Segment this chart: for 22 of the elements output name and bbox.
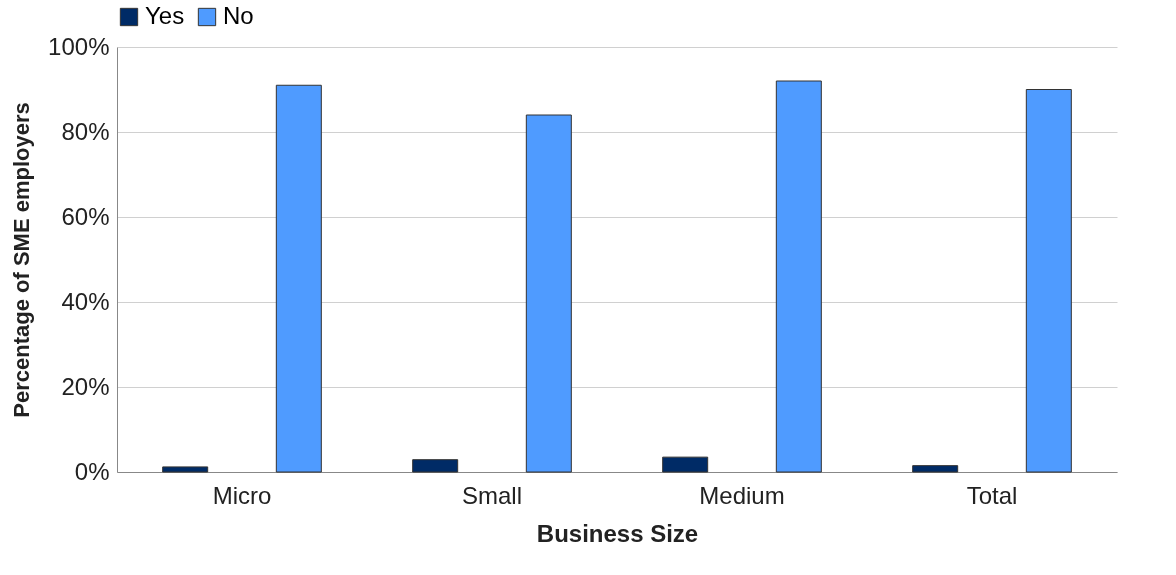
x-tick-label: Micro xyxy=(212,481,272,509)
legend-label: No xyxy=(223,2,254,29)
bar xyxy=(412,459,459,473)
x-tick-label: Small xyxy=(461,481,523,509)
y-tick-label: 80% xyxy=(61,117,110,145)
y-tick-label: 100% xyxy=(48,32,110,60)
y-axis-title: Percentage of SME employers xyxy=(9,102,35,418)
y-tick-label: 40% xyxy=(61,287,110,315)
x-axis-title: Business Size xyxy=(536,519,699,547)
legend-label: Yes xyxy=(145,2,185,29)
y-tick-label: 60% xyxy=(61,202,110,230)
bar xyxy=(162,466,209,473)
y-tick-label: 0% xyxy=(74,457,110,485)
bar xyxy=(1025,89,1072,473)
x-tick-label: Total xyxy=(966,481,1018,509)
x-tick-label: Medium xyxy=(699,481,785,509)
bar xyxy=(662,456,709,473)
bar xyxy=(275,84,322,473)
bar xyxy=(525,114,572,473)
bar xyxy=(912,465,959,473)
y-tick-label: 20% xyxy=(61,372,110,400)
bar xyxy=(775,80,822,473)
